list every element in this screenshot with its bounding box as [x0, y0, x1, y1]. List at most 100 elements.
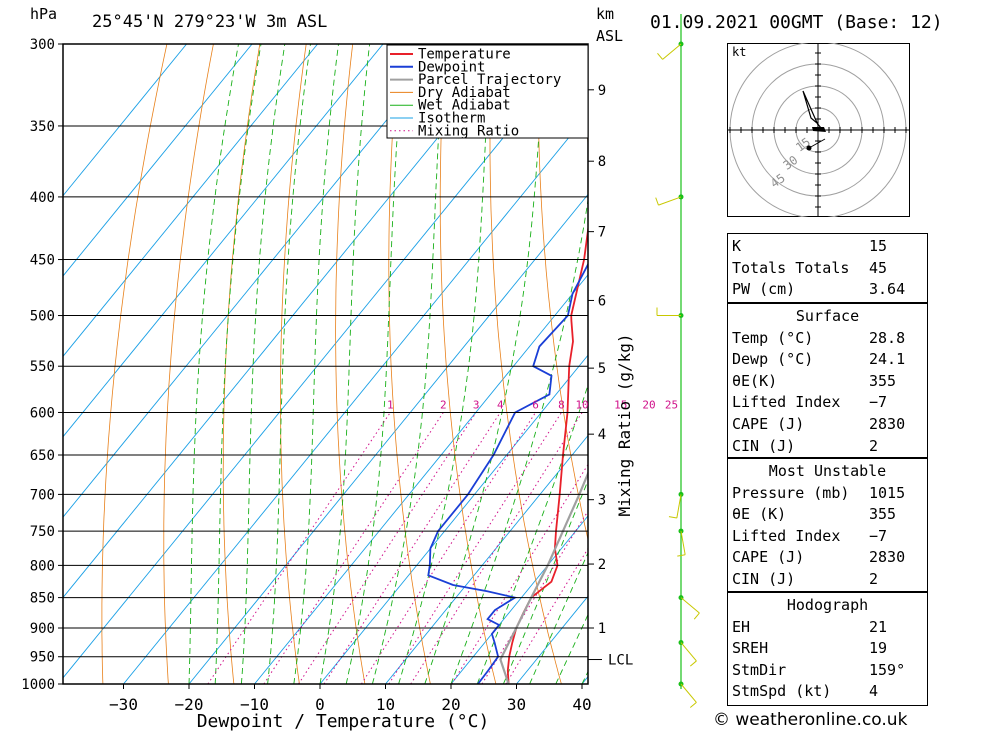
legend-label: Mixing Ratio: [418, 123, 519, 139]
eh-value: 21: [869, 617, 888, 636]
surface-dewp-label: Dewp (°C): [732, 350, 814, 369]
temperature-tick-label: 30: [507, 695, 526, 714]
mixing-ratio-label: 4: [497, 398, 504, 411]
wet-adiabat-line: [214, 44, 262, 684]
pressure-tick-label: 500: [30, 309, 55, 325]
wet-adiabat-line: [502, 479, 588, 684]
wind-barb: [680, 597, 700, 614]
mu-cin-label: CIN (J): [732, 569, 796, 588]
hodograph-ring-label: 30: [781, 153, 801, 173]
surface-cin-label: CIN (J): [732, 436, 796, 455]
mu-lifted-index-label: Lifted Index: [732, 526, 841, 545]
km-tick-label: 3: [598, 493, 606, 509]
hodograph-unit-label: kt: [732, 45, 746, 59]
mixing-ratio-axis-label: Mixing Ratio (g/kg): [615, 333, 634, 516]
mu-cin-value: 2: [869, 569, 879, 588]
lcl-label: LCL: [608, 653, 633, 669]
hodograph-table-title: Hodograph: [786, 596, 869, 614]
isotherm-line: [450, 515, 588, 684]
mu-pressure-label: Pressure (mb): [732, 483, 850, 502]
km-tick-label: 2: [598, 557, 606, 573]
pressure-tick-label: 350: [30, 119, 55, 135]
legend-label: Wet Adiabat: [418, 98, 511, 114]
dewpoint-line: [427, 54, 588, 684]
km-tick-label: 8: [598, 154, 606, 170]
pressure-tick-label: 700: [30, 487, 55, 503]
stmdir-label: StmDir: [732, 660, 787, 679]
pressure-unit-label: hPa: [30, 5, 58, 23]
isotherm-line: [254, 274, 588, 684]
wet-adiabat-line: [188, 44, 239, 684]
isotherm-line: [319, 354, 588, 684]
dry-adiabat-line: [956, 44, 1000, 684]
km-tick-label: 6: [598, 293, 606, 309]
wind-barb-flag: [668, 516, 677, 519]
totals-totals-label: Totals Totals: [732, 258, 850, 277]
mixing-ratio-label: 3: [473, 398, 480, 411]
mu-thetae-value: 355: [869, 505, 897, 524]
dry-adiabat-line: [388, 44, 431, 684]
credit-link[interactable]: © weatheronline.co.uk: [713, 710, 908, 730]
most-unstable-table: Most Unstable Pressure (mb) 1015 θE (K) 35…: [727, 458, 928, 592]
surface-cape-value: 2830: [869, 414, 906, 433]
wet-adiabat-line: [529, 551, 588, 684]
temperature-tick-label: −20: [175, 695, 204, 714]
surface-table: Surface Temp (°C) 28.8 Dewp (°C) 24.1 θE(K…: [727, 303, 928, 458]
mixing-ratio-label: 15: [614, 398, 627, 411]
mixing-ratio-label: 6: [532, 398, 539, 411]
mixing-ratio-line: [451, 463, 588, 684]
most-unstable-title: Most Unstable: [768, 462, 887, 480]
surface-lifted-index-value: −7: [869, 393, 888, 412]
pressure-tick-label: 600: [30, 405, 55, 421]
legend-label: Temperature: [418, 47, 511, 63]
isotherm-line: [63, 44, 384, 438]
mixing-ratio-label: 20: [642, 398, 655, 411]
pressure-tick-label: 750: [30, 524, 55, 540]
stmspd-label: StmSpd (kt): [732, 682, 832, 701]
dry-adiabat-line: [222, 44, 261, 684]
stmspd-value: 4: [869, 682, 879, 701]
isotherm-line: [63, 44, 449, 518]
mixing-ratio-line: [298, 412, 477, 684]
wet-adiabat-line: [240, 44, 286, 684]
sreh-value: 19: [869, 639, 888, 658]
km-tick-label: 9: [598, 83, 606, 99]
surface-temp-value: 28.8: [869, 328, 906, 347]
km-tick-label: 5: [598, 361, 606, 377]
mu-cape-label: CAPE (J): [732, 548, 805, 567]
indices-table: K 15 Totals Totals 45 PW (cm) 3.64: [727, 233, 928, 303]
wind-barb-flag: [689, 660, 697, 667]
dry-adiabat-line: [489, 44, 562, 684]
wet-adiabat-line: [371, 44, 445, 684]
km-unit-label: km: [596, 5, 615, 23]
isotherm-line: [63, 44, 318, 358]
mixing-ratio-label: 8: [558, 398, 565, 411]
pressure-tick-label: 1000: [21, 677, 55, 693]
pressure-tick-label: 850: [30, 591, 55, 607]
parcel-trajectory-line: [499, 470, 588, 684]
isotherm-line: [63, 44, 515, 599]
wet-adiabat-line: [555, 613, 588, 684]
wind-barb: [676, 494, 682, 519]
mu-lifted-index-value: −7: [869, 526, 888, 545]
pw-label: PW (cm): [732, 280, 796, 299]
pw-value: 3.64: [869, 280, 906, 299]
mu-thetae-label: θE (K): [732, 505, 787, 524]
pressure-tick-label: 950: [30, 650, 55, 666]
dry-adiabat-line: [163, 44, 214, 684]
pressure-tick-label: 300: [30, 37, 55, 53]
km-tick-label: 4: [598, 427, 606, 443]
isotherm-line: [385, 434, 588, 684]
wind-barb: [680, 530, 686, 555]
wind-barb: [662, 43, 682, 60]
asl-unit-label: ASL: [596, 27, 624, 45]
isotherm-line: [188, 193, 588, 684]
km-tick-label: 1: [598, 621, 606, 637]
k-index-value: 15: [869, 237, 888, 255]
isotherm-line: [63, 44, 253, 277]
location-label: 25°45'N 279°23'W 3m ASL: [92, 12, 328, 32]
wind-barb: [658, 196, 682, 206]
wind-barb: [680, 683, 697, 703]
sreh-label: SREH: [732, 639, 769, 658]
